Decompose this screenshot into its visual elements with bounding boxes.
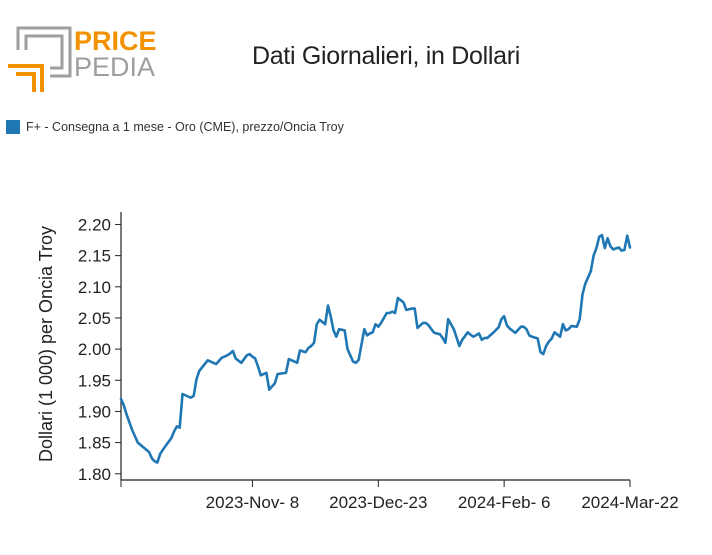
y-tick-label: 2.10 [78, 278, 111, 297]
logo-bracket-gray [16, 26, 72, 78]
y-tick-label: 2.15 [78, 247, 111, 266]
chart-title: Dati Giornalieri, in Dollari [0, 42, 712, 71]
y-tick-label: 1.80 [78, 465, 111, 484]
y-tick-label: 1.85 [78, 434, 111, 453]
legend: F+ - Consegna a 1 mese - Oro (CME), prez… [6, 118, 344, 136]
logo-bracket-orange [8, 64, 44, 92]
logo-word-pedia: PEDIA [74, 52, 155, 82]
y-tick-label: 2.20 [78, 215, 111, 234]
series-line [119, 233, 632, 464]
logo-word-price: PRICE [74, 26, 157, 56]
chart-title-text: Dati Giornalieri, in Dollari [251, 42, 521, 70]
y-tick-label: 2.00 [78, 340, 111, 359]
legend-label: F+ - Consegna a 1 mese - Oro (CME), prez… [26, 120, 344, 134]
y-tick-label: 1.90 [78, 402, 111, 421]
x-tick-label: 2023-Nov- 8 [206, 493, 300, 512]
y-axis-label: Dollari (1 000) per Oncia Troy [36, 226, 56, 462]
x-tick-label: 2024-Mar-22 [581, 493, 678, 512]
x-tick-label: 2024-Feb- 6 [458, 493, 551, 512]
y-tick-label: 2.05 [78, 309, 111, 328]
x-tick-label: 2023-Dec-23 [329, 493, 427, 512]
pricepedia-logo: PRICE PEDIA [8, 22, 168, 94]
y-tick-label: 1.95 [78, 371, 111, 390]
legend-swatch [6, 120, 20, 134]
